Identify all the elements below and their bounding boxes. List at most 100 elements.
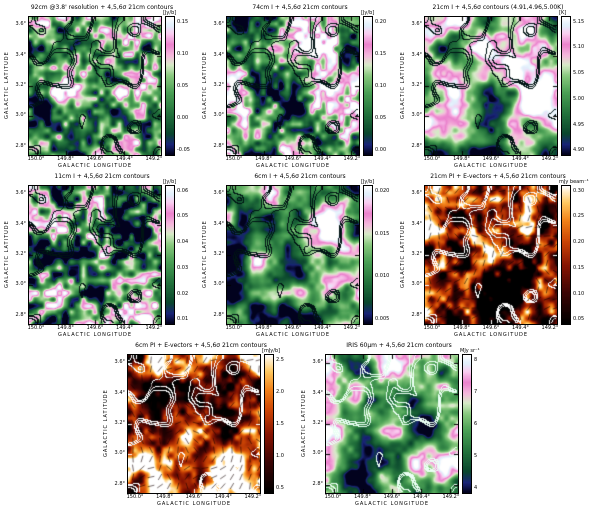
colorbar-tick-label: 0.015 bbox=[375, 230, 390, 237]
colorbar-area: mJy beam⁻¹ 0.30 0.25 0.20 0.15 0.10 0.05 bbox=[559, 179, 593, 325]
map-canvas bbox=[226, 16, 360, 156]
figure-row: 6cm PI + E-vectors + 4,5,6σ 21cm contour… bbox=[0, 342, 600, 507]
x-axis-label: GALACTIC LONGITUDE bbox=[256, 332, 330, 338]
colorbar bbox=[462, 354, 472, 494]
colorbar-row: 5.15 5.10 5.05 5.00 4.95 4.90 bbox=[561, 16, 593, 156]
colorbar-tick-label: 0.10 bbox=[177, 50, 189, 57]
panel-body: GALACTIC LATITUDE 3.6° 3.4° 3.2° 3.0° 2.8° 150… bbox=[202, 179, 398, 338]
x-tick-label: 149.4° bbox=[116, 156, 133, 162]
x-axis-label: GALACTIC LONGITUDE bbox=[454, 332, 528, 338]
x-tick-label: 149.6° bbox=[284, 156, 302, 162]
x-tick-label: 149.2° bbox=[442, 494, 460, 500]
colorbar-tick-label: 0.25 bbox=[573, 213, 585, 220]
y-tick-label: 3.2° bbox=[411, 251, 422, 257]
y-tick-label: 3.2° bbox=[213, 82, 224, 88]
map-panel-6: 21cm PI + E-vectors + 4,5,6σ 21cm contou… bbox=[400, 173, 596, 338]
colorbar-tick-label: 1.5 bbox=[276, 421, 284, 427]
colorbar-tick-label: 5 bbox=[474, 453, 478, 460]
colorbar-row: 0.020 0.015 0.010 0.005 bbox=[363, 185, 395, 325]
panel-title: 6cm PI + E-vectors + 4,5,6σ 21cm contour… bbox=[135, 342, 267, 349]
y-tick-label: 2.8° bbox=[312, 480, 323, 487]
x-tick-label: 150.0° bbox=[423, 156, 441, 162]
y-tick-label: 3.0° bbox=[15, 281, 26, 288]
y-tick-label: 3.4° bbox=[15, 51, 26, 58]
y-tick-label: 3.6° bbox=[411, 190, 422, 197]
x-axis-label: GALACTIC LONGITUDE bbox=[355, 501, 429, 507]
colorbar-tick-label: 0.06 bbox=[177, 187, 189, 194]
colorbar-row: 0.15 0.10 0.05 0.00 -0.05 bbox=[165, 16, 197, 156]
x-tick-label: 149.2° bbox=[343, 325, 361, 331]
x-tick-label: 150.0° bbox=[225, 156, 243, 162]
colorbar-tick-label: 8 bbox=[474, 356, 478, 363]
y-tick-labels: 3.6° 3.4° 3.2° 3.0° 2.8° bbox=[111, 354, 127, 492]
map-panel-1: 92cm @3.8' resolution + 4,5,6σ 21cm cont… bbox=[4, 4, 200, 169]
x-tick-label: 149.2° bbox=[541, 156, 559, 162]
colorbar-unit-label: MJy sr⁻¹ bbox=[460, 348, 480, 354]
y-tick-label: 3.6° bbox=[15, 21, 26, 28]
figure-row: 92cm @3.8' resolution + 4,5,6σ 21cm cont… bbox=[0, 4, 600, 169]
plot-area: 150.0° 149.8° 149.6° 149.4° 149.2° GALACTIC L… bbox=[325, 354, 459, 507]
y-tick-labels: 3.6° 3.4° 3.2° 3.0° 2.8° bbox=[408, 185, 424, 323]
y-tick-label: 2.8° bbox=[411, 311, 422, 318]
x-tick-label: 149.8° bbox=[156, 494, 173, 500]
colorbar-row: 0.06 0.05 0.04 0.03 0.02 0.01 bbox=[165, 185, 197, 325]
colorbar-unit-label: [Jy/b] bbox=[361, 10, 375, 16]
colorbar-unit-label: [Jy/b] bbox=[163, 179, 177, 185]
map-panel-4: 11cm I + 4,5,6σ 21cm contours GALACTIC LA… bbox=[4, 173, 200, 338]
panel-body: GALACTIC LATITUDE 3.6° 3.4° 3.2° 3.0° 2.8° 150… bbox=[4, 10, 200, 169]
x-tick-label: 149.4° bbox=[512, 156, 529, 162]
colorbar bbox=[363, 185, 373, 325]
panel-title: IRIS 60μm + 4,5,6σ 21cm contours bbox=[346, 342, 452, 349]
colorbar-unit-label: [Jy/b] bbox=[163, 10, 177, 16]
x-tick-label: 149.6° bbox=[86, 325, 104, 331]
colorbar-tick-label: 0.05 bbox=[573, 316, 585, 323]
x-tick-label: 149.8° bbox=[255, 156, 272, 162]
plot-area: 150.0° 149.8° 149.6° 149.4° 149.2° GALACTIC L… bbox=[28, 16, 162, 169]
y-tick-label: 2.8° bbox=[411, 142, 422, 149]
map-panel-3: 21cm I + 4,5,6σ contours (4.91,4.96,5.00… bbox=[400, 4, 596, 169]
x-tick-labels: 150.0° 149.8° 149.6° 149.4° 149.2° bbox=[28, 325, 163, 331]
y-tick-label: 2.8° bbox=[15, 311, 26, 318]
colorbar-tick-label: 2.0 bbox=[276, 388, 284, 395]
x-tick-label: 149.2° bbox=[244, 494, 262, 500]
panel-title: 21cm PI + E-vectors + 4,5,6σ 21cm contou… bbox=[430, 173, 566, 180]
colorbar-tick-label: 0.010 bbox=[375, 273, 390, 280]
plot-area: 150.0° 149.8° 149.6° 149.4° 149.2° GALACTIC L… bbox=[226, 16, 360, 169]
x-tick-label: 149.2° bbox=[343, 156, 361, 162]
panel-title: 11cm I + 4,5,6σ 21cm contours bbox=[54, 173, 150, 180]
colorbar-tick-label: 0.05 bbox=[375, 115, 387, 122]
y-tick-label: 3.4° bbox=[213, 51, 224, 58]
panel-body: GALACTIC LATITUDE 3.6° 3.4° 3.2° 3.0° 2.8° 150… bbox=[103, 348, 299, 507]
colorbar-tick-label: 4 bbox=[474, 485, 478, 492]
colorbar-tick-labels: 0.20 0.15 0.10 0.05 0.00 bbox=[373, 16, 395, 156]
x-tick-label: 149.2° bbox=[145, 156, 163, 162]
x-tick-labels: 150.0° 149.8° 149.6° 149.4° 149.2° bbox=[424, 325, 559, 331]
colorbar bbox=[363, 16, 373, 156]
colorbar-tick-label: 0.20 bbox=[375, 18, 387, 25]
x-tick-labels: 150.0° 149.8° 149.6° 149.4° 149.2° bbox=[325, 494, 460, 500]
y-tick-labels: 3.6° 3.4° 3.2° 3.0° 2.8° bbox=[210, 185, 226, 323]
colorbar-tick-label: 0.02 bbox=[177, 290, 189, 297]
x-tick-label: 150.0° bbox=[126, 494, 144, 500]
y-tick-label: 3.2° bbox=[15, 251, 26, 257]
colorbar-tick-label: 0.005 bbox=[375, 316, 390, 323]
y-tick-label: 3.4° bbox=[114, 389, 125, 396]
x-axis-label: GALACTIC LONGITUDE bbox=[58, 332, 132, 338]
y-tick-labels: 3.6° 3.4° 3.2° 3.0° 2.8° bbox=[309, 354, 325, 492]
y-tick-label: 3.2° bbox=[411, 82, 422, 88]
colorbar-tick-label: 0.15 bbox=[177, 18, 189, 25]
x-axis-label: GALACTIC LONGITUDE bbox=[256, 163, 330, 169]
colorbar-area: [mJy/b] 2.5 2.0 1.5 1.0 0.5 bbox=[262, 348, 296, 494]
y-tick-label: 3.0° bbox=[213, 112, 224, 119]
y-tick-label: 2.8° bbox=[114, 480, 125, 487]
x-tick-labels: 150.0° 149.8° 149.6° 149.4° 149.2° bbox=[423, 156, 559, 162]
colorbar bbox=[561, 16, 571, 156]
colorbar-tick-labels: 0.15 0.10 0.05 0.00 -0.05 bbox=[175, 16, 197, 156]
colorbar-row: 0.20 0.15 0.10 0.05 0.00 bbox=[363, 16, 395, 156]
y-tick-labels: 3.6° 3.4° 3.2° 3.0° 2.8° bbox=[408, 16, 424, 154]
colorbar-tick-label: 0.04 bbox=[177, 239, 189, 246]
y-tick-labels: 3.6° 3.4° 3.2° 3.0° 2.8° bbox=[12, 16, 28, 154]
colorbar-unit-label: [K] bbox=[559, 10, 567, 16]
panel-body: GALACTIC LATITUDE 3.6° 3.4° 3.2° 3.0° 2.8° 150… bbox=[400, 179, 596, 338]
colorbar bbox=[165, 16, 175, 156]
